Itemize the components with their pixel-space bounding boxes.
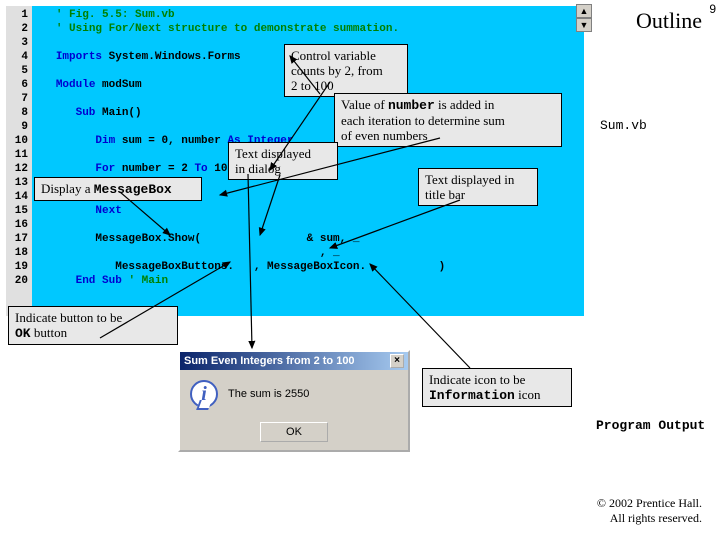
line-number: 5 [6,64,28,78]
line-number: 7 [6,92,28,106]
copyright-line1: © 2002 Prentice Hall. [597,496,702,511]
close-icon[interactable]: × [390,354,404,368]
scroll-down-icon[interactable]: ▼ [576,18,592,32]
line-number: 1 [6,8,28,22]
line-number: 10 [6,134,28,148]
copyright-line2: All rights reserved. [597,511,702,526]
dialog-title-text: Sum Even Integers from 2 to 100 [184,355,355,367]
line-number: 17 [6,232,28,246]
line-number: 9 [6,120,28,134]
line-number: 20 [6,274,28,288]
dialog-body: i The sum is 2550 [180,370,408,418]
line-number: 13 [6,176,28,190]
line-number: 18 [6,246,28,260]
outline-heading: Outline [636,8,702,34]
dialog-message: The sum is 2550 [228,388,309,400]
ok-button[interactable]: OK [260,422,328,442]
scroll-buttons: ▲ ▼ [576,4,592,32]
line-number: 3 [6,36,28,50]
copyright: © 2002 Prentice Hall. All rights reserve… [597,496,702,526]
dialog-titlebar: Sum Even Integers from 2 to 100 × [180,352,408,370]
program-output-label: Program Output [596,418,705,433]
callout-indicate-ok: Indicate button to beOK button [8,306,178,345]
line-number: 14 [6,190,28,204]
line-number: 6 [6,78,28,92]
callout-display-msgbox: Display a MessageBox [34,177,202,201]
callout-text-dialog: Text displayed in dialog [228,142,338,180]
line-number: 16 [6,218,28,232]
line-gutter: 1234567891011121314151617181920 [6,6,32,316]
information-icon: i [190,380,218,408]
messagebox-dialog: Sum Even Integers from 2 to 100 × i The … [178,350,410,452]
line-number: 15 [6,204,28,218]
line-number: 11 [6,148,28,162]
callout-indicate-info: Indicate icon to beInformation icon [422,368,572,407]
callout-control-var: Control variable counts by 2, from 2 to … [284,44,408,97]
callout-text-titlebar: Text displayed in title bar [418,168,538,206]
line-number: 8 [6,106,28,120]
line-number: 12 [6,162,28,176]
filename-label: Sum.vb [600,118,647,133]
line-number: 2 [6,22,28,36]
line-number: 19 [6,260,28,274]
scroll-up-icon[interactable]: ▲ [576,4,592,18]
line-number: 4 [6,50,28,64]
page-number: 9 [709,2,716,16]
callout-value-number: Value of number is added ineach iteratio… [334,93,562,147]
